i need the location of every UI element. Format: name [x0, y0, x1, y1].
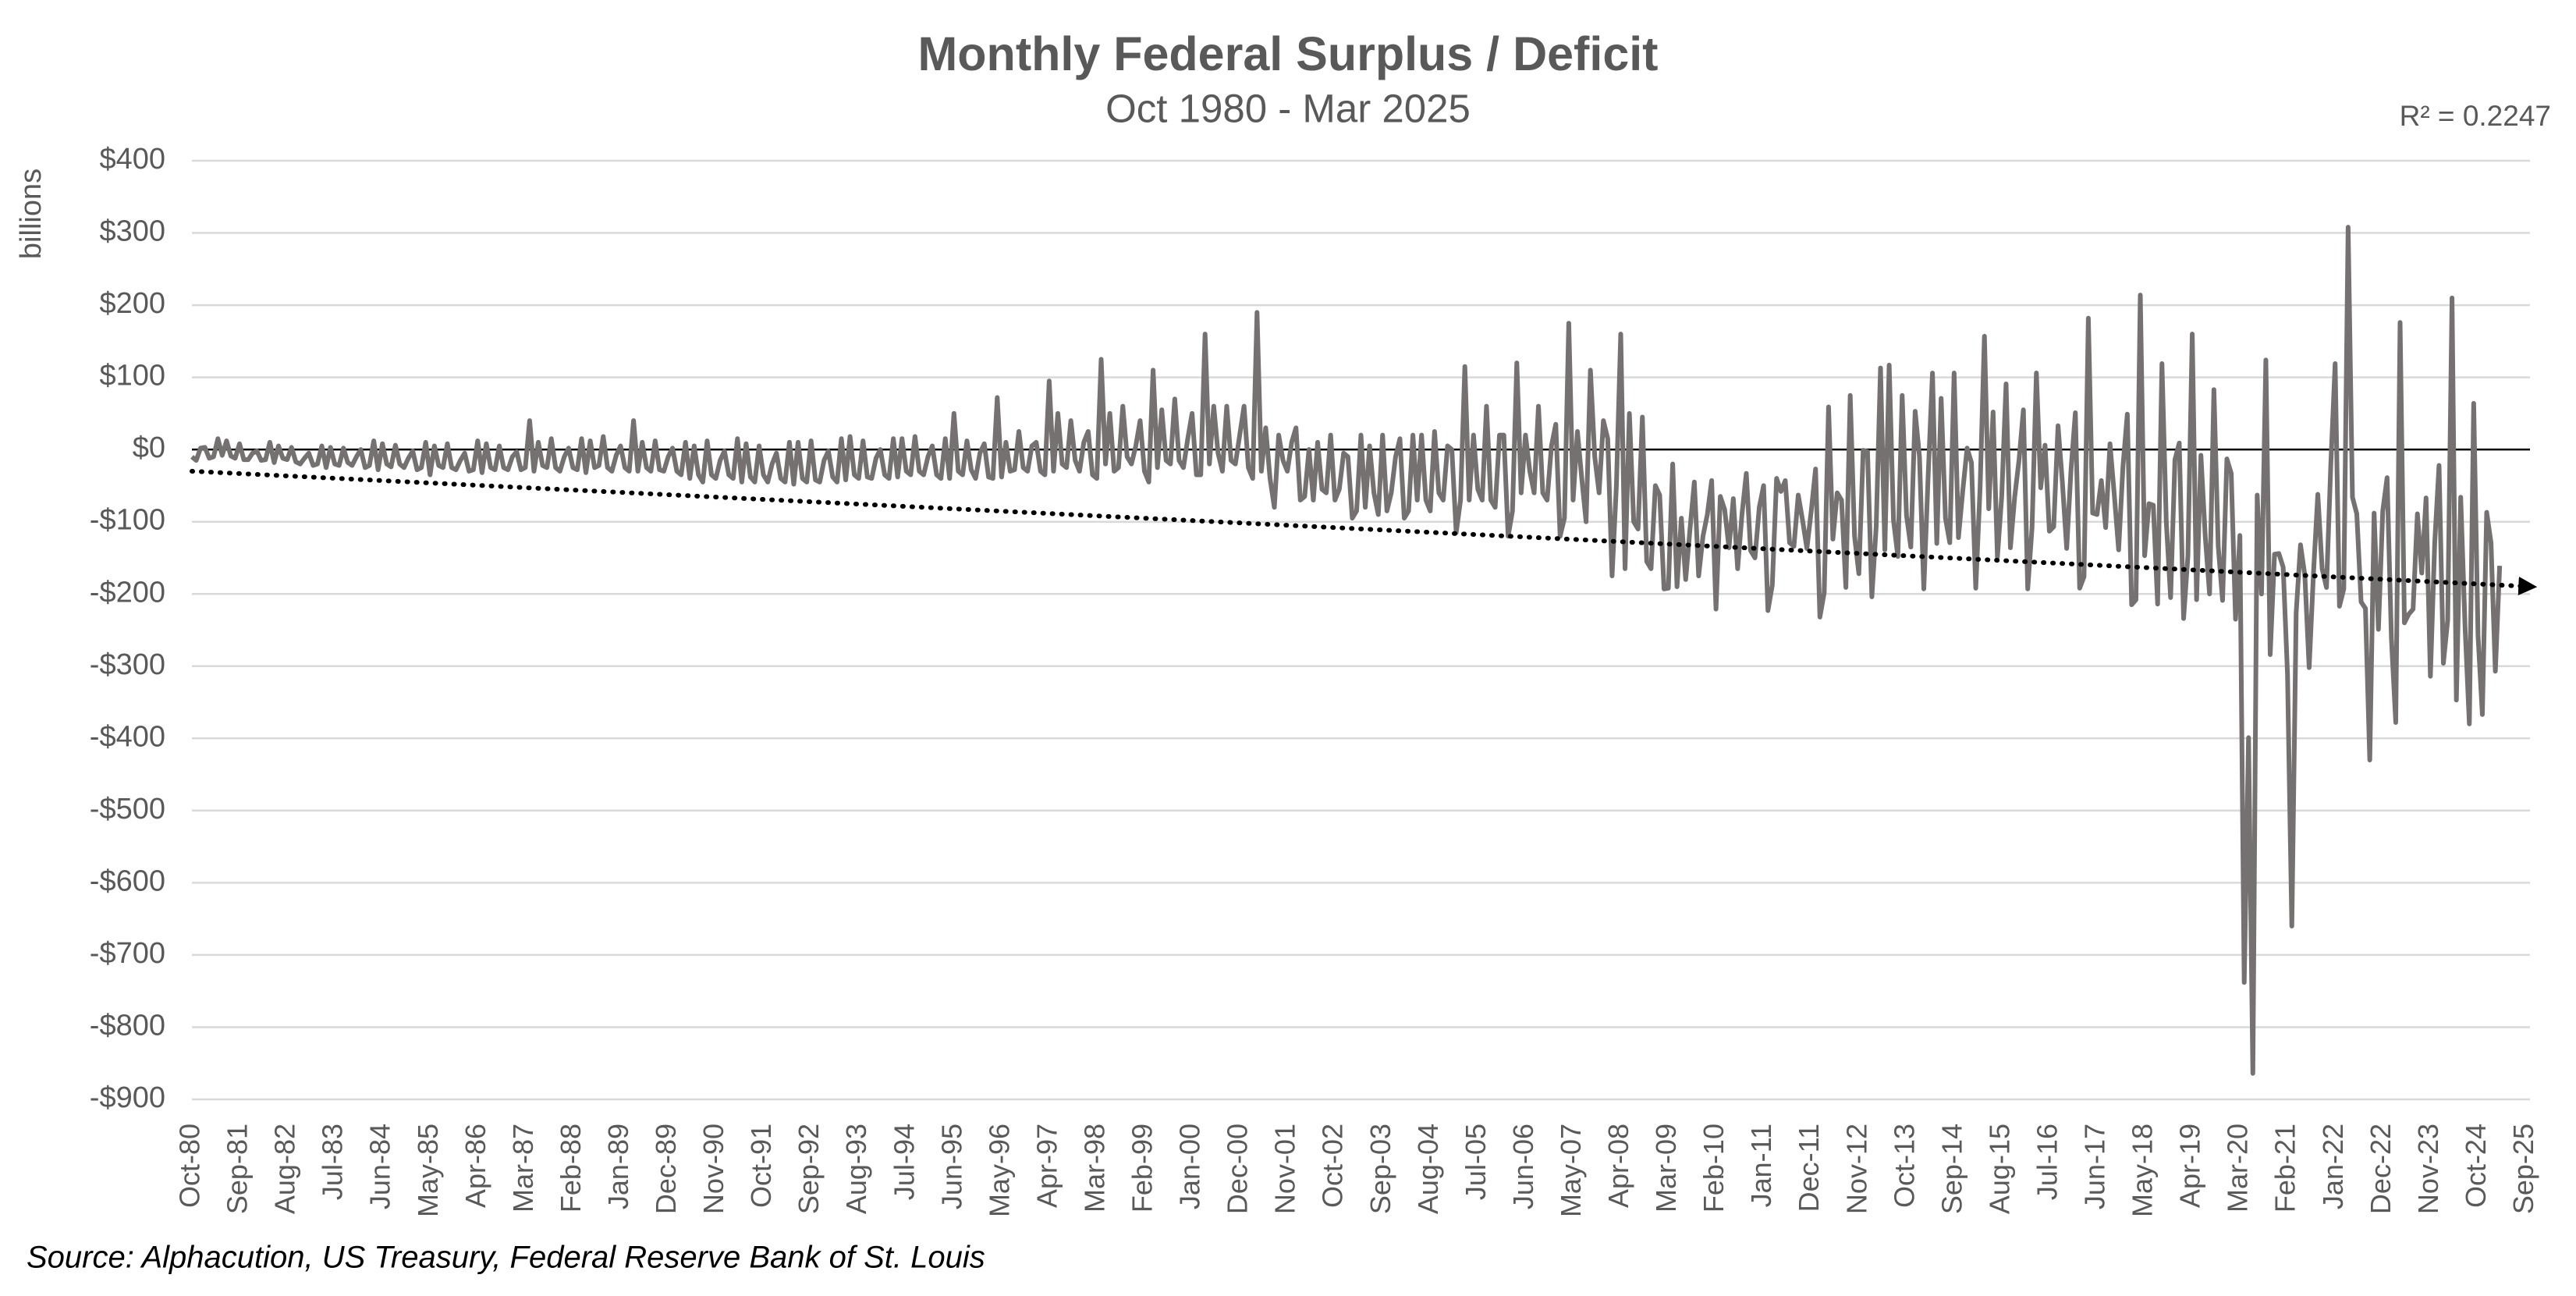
x-tick-label: Dec-22	[2365, 1124, 2397, 1214]
x-tick-label: May-85	[412, 1124, 444, 1217]
x-tick-label: Oct-80	[174, 1124, 206, 1208]
x-tick-label: Nov-01	[1269, 1124, 1301, 1214]
y-tick-label: -$200	[90, 576, 165, 609]
chart-title: Monthly Federal Surplus / Deficit	[917, 27, 1658, 80]
source-note: Source: Alphacution, US Treasury, Federa…	[27, 1241, 985, 1275]
data-line	[190, 225, 2503, 1076]
y-axis-label: billions	[15, 169, 48, 259]
x-tick-label: Apr-97	[1031, 1124, 1063, 1208]
x-tick-label: Apr-08	[1602, 1124, 1634, 1208]
x-tick-label: Jan-89	[602, 1124, 634, 1209]
y-tick-label: $0	[133, 431, 165, 464]
x-tick-label: Jun-06	[1507, 1124, 1539, 1209]
x-tick-label: Oct-02	[1317, 1124, 1349, 1208]
x-tick-label: Aug-15	[1983, 1124, 2015, 1214]
x-tick-label: Jul-94	[888, 1124, 920, 1200]
x-tick-label: Aug-93	[840, 1124, 872, 1214]
y-tick-label: -$100	[90, 504, 165, 537]
x-tick-label: Sep-81	[222, 1124, 254, 1214]
y-tick-label: -$600	[90, 865, 165, 897]
x-tick-label: Feb-88	[555, 1124, 587, 1213]
x-tick-label: Jan-00	[1174, 1124, 1206, 1209]
x-tick-label: Aug-04	[1412, 1124, 1444, 1214]
x-tick-label: Jun-84	[364, 1124, 396, 1209]
x-tick-label: Nov-23	[2412, 1124, 2444, 1214]
x-tick-label: Jun-17	[2079, 1124, 2111, 1209]
x-tick-label: May-18	[2127, 1124, 2159, 1217]
x-tick-label: Jun-95	[935, 1124, 967, 1209]
x-tick-label: Dec-11	[1793, 1124, 1825, 1212]
x-tick-label: Feb-10	[1698, 1124, 1730, 1213]
y-tick-label: $100	[99, 360, 165, 392]
x-tick-label: Sep-25	[2507, 1124, 2539, 1214]
y-tick-label: -$300	[90, 648, 165, 681]
x-tick-label: Mar-09	[1650, 1124, 1682, 1213]
r-squared-label: R² = 0.2247	[2400, 100, 2551, 132]
chart-subtitle: Oct 1980 - Mar 2025	[1105, 86, 1471, 130]
x-tick-label: Sep-14	[1936, 1124, 1967, 1214]
x-tick-label: Apr-86	[459, 1124, 491, 1208]
x-tick-label: Oct-24	[2460, 1124, 2492, 1208]
x-tick-label: Mar-98	[1078, 1124, 1110, 1213]
y-tick-label: $300	[99, 215, 165, 248]
x-tick-label: Mar-87	[507, 1124, 539, 1213]
y-tick-label: -$400	[90, 720, 165, 753]
x-tick-label: Jul-16	[2031, 1124, 2063, 1200]
x-tick-label: Aug-82	[269, 1124, 301, 1214]
x-tick-label: Jul-05	[1460, 1124, 1492, 1200]
x-tick-label: Nov-90	[697, 1124, 729, 1214]
x-tick-label: Jan-11	[1745, 1124, 1777, 1207]
x-tick-label: Apr-19	[2174, 1124, 2206, 1208]
y-tick-label: -$700	[90, 937, 165, 970]
x-tick-label: Mar-20	[2222, 1124, 2254, 1213]
y-tick-label: -$500	[90, 793, 165, 826]
trendline	[190, 468, 2538, 596]
x-tick-label: Sep-92	[793, 1124, 825, 1214]
y-tick-label: $400	[99, 143, 165, 176]
x-tick-label: Feb-21	[2269, 1124, 2301, 1213]
x-tick-label: Nov-12	[1840, 1124, 1872, 1214]
x-tick-label: May-07	[1555, 1124, 1587, 1217]
x-tick-label: Feb-99	[1127, 1124, 1158, 1213]
x-tick-label: Dec-89	[650, 1124, 682, 1214]
x-tick-label: Jul-83	[317, 1124, 349, 1200]
x-tick-label: May-96	[983, 1124, 1015, 1217]
y-tick-label: -$900	[90, 1081, 165, 1114]
x-tick-label: Oct-91	[745, 1124, 777, 1208]
x-tick-label: Dec-00	[1222, 1124, 1254, 1214]
y-tick-label: -$800	[90, 1009, 165, 1042]
x-tick-label: Oct-13	[1888, 1124, 1920, 1208]
y-tick-label: $200	[99, 287, 165, 320]
x-tick-label: Sep-03	[1364, 1124, 1396, 1214]
x-tick-label: Jan-22	[2317, 1124, 2349, 1209]
